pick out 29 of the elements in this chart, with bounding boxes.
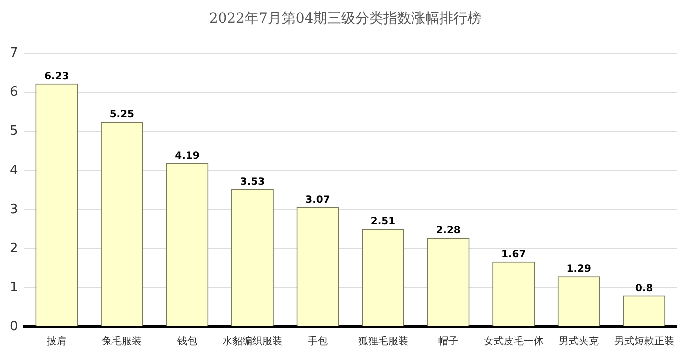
data-label: 2.28: [436, 226, 461, 237]
data-label: 5.25: [110, 110, 135, 121]
x-tick-label: 钱包: [176, 336, 198, 348]
x-tick-label: 水貂编织服装: [222, 336, 283, 348]
x-tick-label: 男式夹克: [559, 336, 600, 348]
x-tick-label: 兔毛服装: [102, 336, 142, 348]
data-label: 3.53: [240, 176, 266, 188]
x-tick-label: 女式皮毛一体: [484, 336, 544, 348]
x-tick-label: 帽子: [438, 336, 459, 348]
data-label: 1.29: [566, 264, 592, 276]
chart-title: 2022年7月第04期三级分类指数涨幅排行榜: [208, 10, 483, 28]
y-tick-label: 3: [10, 202, 18, 218]
y-tick-label: 4: [10, 163, 18, 178]
y-tick-label: 7: [10, 46, 18, 62]
x-tick-label: 手包: [308, 336, 328, 348]
y-tick-label: 5: [10, 124, 18, 140]
y-tick-label: 0: [10, 319, 18, 334]
x-tick-label: 披肩: [46, 336, 67, 348]
data-label: 2.51: [370, 216, 396, 228]
data-label: 3.07: [306, 194, 330, 206]
x-tick-label: 男式短款正装: [614, 336, 674, 348]
data-label: 1.67: [501, 249, 526, 260]
data-label: 6.23: [44, 71, 70, 82]
y-tick-label: 1: [10, 280, 18, 296]
y-tick-label: 6: [10, 85, 18, 100]
data-label: 0.8: [636, 283, 654, 294]
y-tick-label: 2: [10, 241, 18, 256]
data-label: 4.19: [175, 151, 200, 162]
x-tick-label: 狐狸毛服装: [358, 336, 408, 348]
